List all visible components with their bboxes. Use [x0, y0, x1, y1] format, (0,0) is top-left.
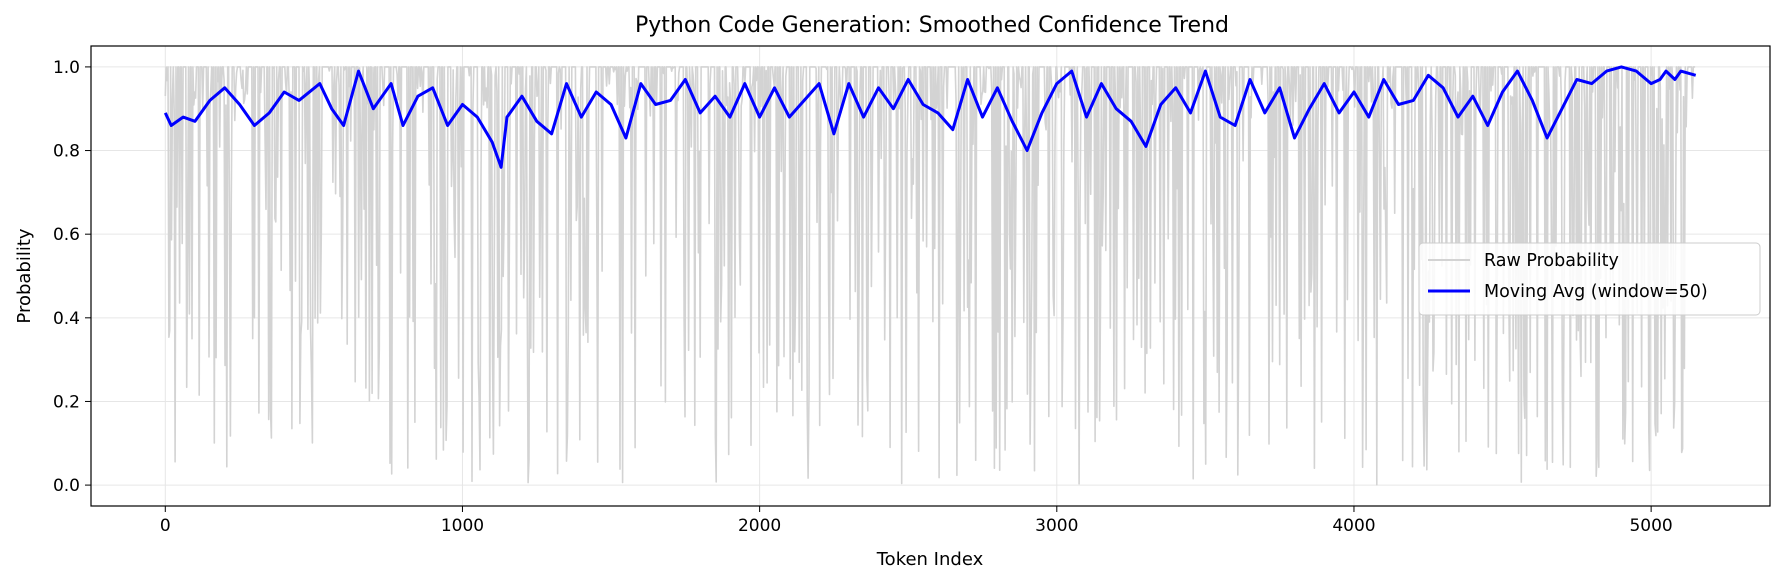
x-tick-label-3: 3000	[1035, 516, 1078, 536]
y-tick-label-4: 0.8	[53, 142, 80, 162]
y-axis-ticks: 0.0 0.2 0.4 0.6 0.8 1.0	[53, 58, 91, 496]
y-tick-label-3: 0.6	[53, 225, 80, 245]
x-tick-label-0: 0	[160, 516, 171, 536]
y-tick-label-0: 0.0	[53, 476, 80, 496]
plot-area-frame	[90, 45, 1771, 507]
moving-average-series	[163, 65, 1697, 169]
x-tick-label-1: 1000	[441, 516, 484, 536]
y-axis-label: Probability	[14, 228, 35, 323]
moving-average-line	[163, 65, 1697, 169]
x-axis-label: Token Index	[876, 549, 984, 570]
legend-avg-label: Moving Avg (window=50)	[1484, 282, 1708, 302]
y-tick-label-5: 1.0	[53, 58, 80, 78]
raw-probability-series	[164, 66, 1696, 486]
x-tick-label-5: 5000	[1629, 516, 1672, 536]
x-axis-ticks: 0 1000 2000 3000 4000 5000	[160, 506, 1673, 536]
y-tick-label-1: 0.2	[53, 392, 80, 412]
x-tick-label-2: 2000	[738, 516, 781, 536]
raw-probability-line	[164, 66, 1696, 486]
x-tick-label-4: 4000	[1332, 516, 1375, 536]
legend-box	[1418, 242, 1761, 316]
legend: Raw Probability Moving Avg (window=50)	[1418, 242, 1761, 316]
chart-title: Python Code Generation: Smoothed Confide…	[635, 13, 1229, 38]
legend-raw-label: Raw Probability	[1484, 251, 1619, 271]
y-tick-label-2: 0.4	[53, 309, 80, 329]
